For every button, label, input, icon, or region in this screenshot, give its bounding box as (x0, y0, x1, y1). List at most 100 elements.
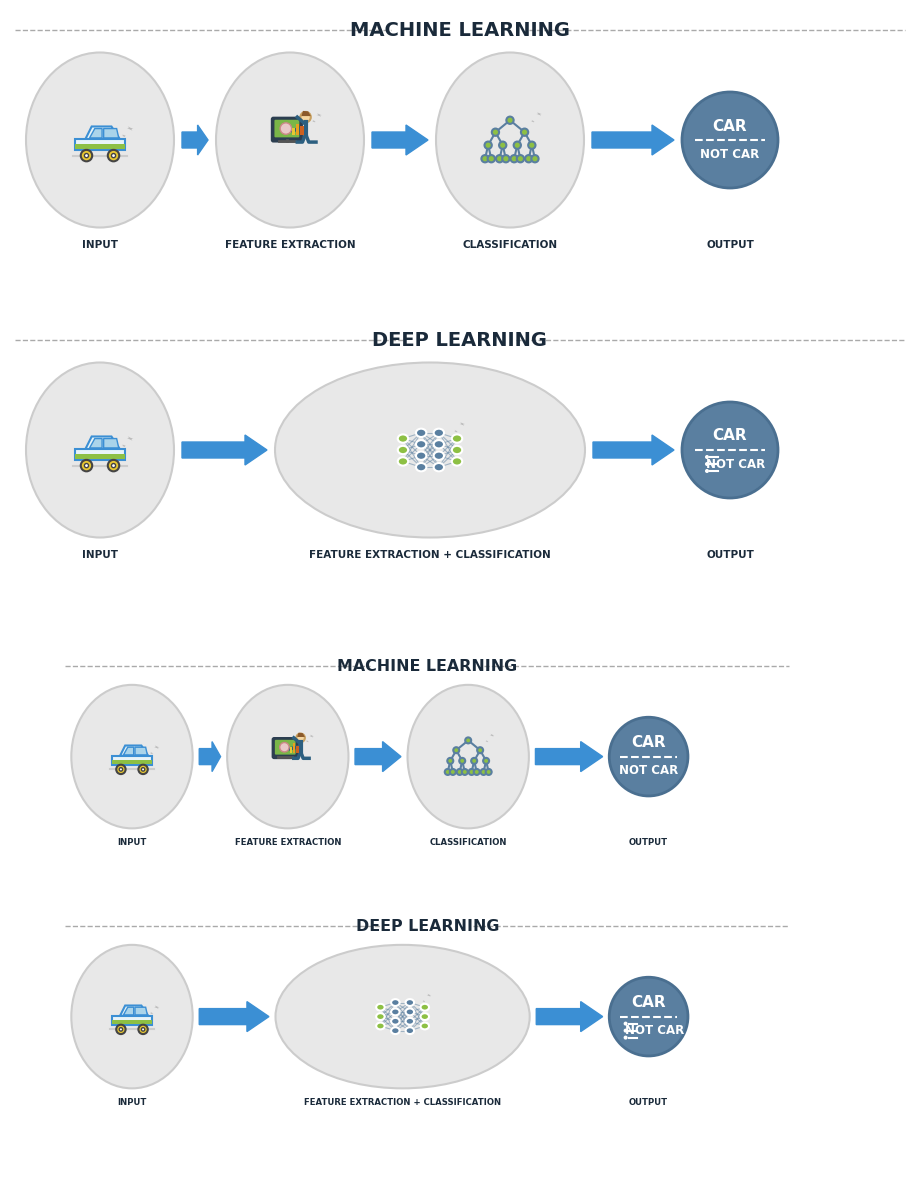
Polygon shape (75, 449, 125, 461)
Ellipse shape (391, 1027, 399, 1034)
Polygon shape (485, 740, 487, 743)
Polygon shape (154, 1006, 158, 1009)
Polygon shape (154, 1007, 159, 1008)
Circle shape (465, 738, 471, 743)
Ellipse shape (26, 53, 174, 228)
Text: NOT CAR: NOT CAR (706, 457, 765, 470)
Polygon shape (85, 437, 119, 449)
Polygon shape (154, 746, 159, 748)
Polygon shape (536, 113, 541, 115)
Circle shape (485, 769, 491, 775)
Polygon shape (296, 745, 299, 752)
Text: OUTPUT: OUTPUT (705, 550, 753, 559)
Ellipse shape (407, 685, 528, 828)
Polygon shape (199, 1002, 268, 1032)
Circle shape (461, 769, 467, 775)
Circle shape (495, 155, 503, 162)
Polygon shape (89, 128, 102, 138)
Polygon shape (292, 743, 295, 752)
Ellipse shape (397, 457, 408, 466)
Circle shape (142, 1027, 144, 1031)
Polygon shape (122, 444, 125, 448)
FancyBboxPatch shape (275, 740, 295, 755)
Polygon shape (535, 742, 602, 772)
Polygon shape (120, 1006, 148, 1015)
Polygon shape (591, 125, 674, 155)
Circle shape (704, 469, 709, 473)
Ellipse shape (376, 1004, 384, 1010)
Polygon shape (182, 125, 208, 155)
Ellipse shape (397, 446, 408, 454)
Ellipse shape (72, 685, 192, 828)
Text: FEATURE EXTRACTION: FEATURE EXTRACTION (224, 240, 355, 250)
Text: INPUT: INPUT (118, 838, 146, 847)
Ellipse shape (415, 451, 425, 460)
Polygon shape (310, 734, 312, 738)
Circle shape (116, 764, 126, 774)
Ellipse shape (376, 1013, 384, 1020)
Ellipse shape (376, 1022, 384, 1030)
Circle shape (502, 155, 509, 162)
Circle shape (513, 142, 520, 149)
Text: CAR: CAR (712, 428, 746, 444)
Circle shape (608, 977, 687, 1056)
Polygon shape (120, 745, 148, 756)
Polygon shape (75, 139, 125, 150)
Polygon shape (289, 746, 291, 752)
Polygon shape (128, 126, 132, 131)
Circle shape (484, 142, 492, 149)
Polygon shape (111, 1015, 153, 1025)
Text: FEATURE EXTRACTION + CLASSIFICATION: FEATURE EXTRACTION + CLASSIFICATION (303, 1098, 501, 1108)
Polygon shape (297, 733, 304, 737)
Circle shape (81, 460, 92, 472)
Circle shape (510, 155, 517, 162)
Polygon shape (291, 128, 295, 136)
FancyBboxPatch shape (272, 118, 301, 142)
Text: CLASSIFICATION: CLASSIFICATION (462, 240, 557, 250)
Polygon shape (127, 438, 133, 439)
Circle shape (279, 122, 291, 134)
Circle shape (481, 155, 488, 162)
Circle shape (704, 455, 709, 458)
Ellipse shape (420, 1013, 428, 1020)
Text: NOT CAR: NOT CAR (699, 148, 759, 161)
Polygon shape (317, 113, 321, 116)
Circle shape (81, 150, 92, 161)
Polygon shape (371, 125, 427, 155)
Circle shape (482, 758, 489, 764)
Ellipse shape (275, 944, 529, 1088)
Circle shape (111, 154, 116, 157)
Ellipse shape (391, 1000, 399, 1006)
Polygon shape (460, 422, 463, 426)
Circle shape (456, 769, 462, 775)
Ellipse shape (26, 362, 174, 538)
Circle shape (85, 154, 88, 157)
Circle shape (704, 462, 709, 466)
Circle shape (492, 128, 498, 136)
Polygon shape (111, 1020, 153, 1025)
Polygon shape (490, 733, 494, 737)
Circle shape (453, 748, 459, 754)
Ellipse shape (397, 434, 408, 443)
Ellipse shape (415, 440, 425, 449)
Circle shape (608, 718, 687, 796)
Circle shape (623, 1036, 627, 1039)
Circle shape (531, 155, 538, 162)
Text: MACHINE LEARNING: MACHINE LEARNING (349, 20, 570, 40)
Ellipse shape (72, 944, 192, 1088)
Ellipse shape (405, 1018, 414, 1025)
Circle shape (447, 758, 453, 764)
Polygon shape (593, 434, 674, 464)
Circle shape (468, 769, 474, 775)
Text: DEEP LEARNING: DEEP LEARNING (355, 919, 498, 934)
Polygon shape (296, 124, 299, 136)
Ellipse shape (391, 1008, 399, 1015)
Circle shape (480, 769, 486, 775)
Polygon shape (104, 438, 119, 448)
Text: INPUT: INPUT (82, 240, 118, 250)
Circle shape (681, 402, 777, 498)
Circle shape (301, 112, 311, 122)
Polygon shape (536, 1002, 602, 1032)
FancyBboxPatch shape (272, 738, 298, 758)
Circle shape (116, 1025, 126, 1034)
